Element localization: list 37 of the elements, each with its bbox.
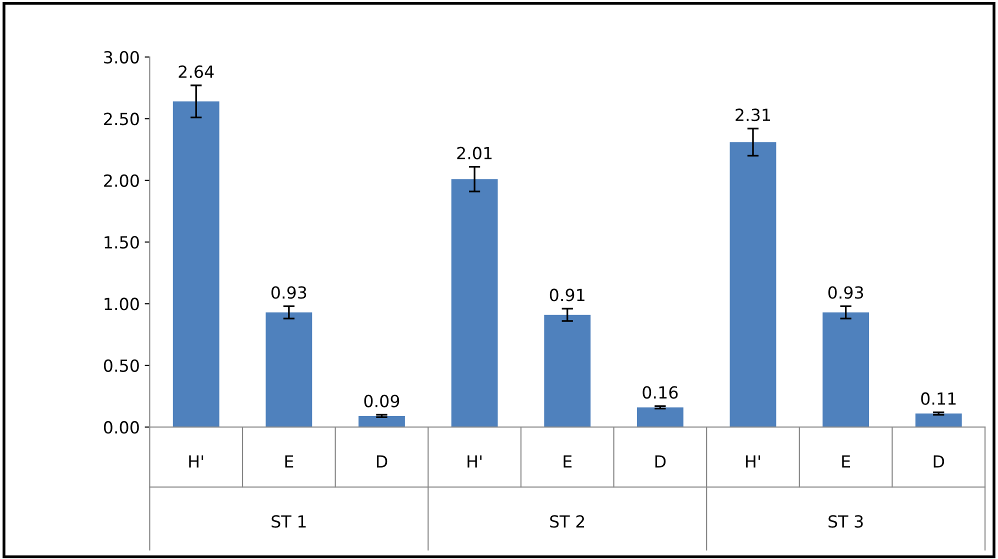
x-tick-label: H' — [746, 455, 760, 468]
data-label: 0.16 — [642, 386, 678, 399]
text: ST 2 — [550, 515, 584, 528]
x-tick-label: E — [564, 455, 572, 468]
bar — [636, 407, 684, 428]
y-tick-label: 1.50 — [104, 236, 139, 249]
x-tick-label: E — [842, 455, 850, 468]
x-tick-label: D — [934, 455, 944, 468]
data-label: 2.01 — [457, 146, 492, 160]
bar — [358, 416, 405, 428]
x-tick-label: D — [655, 455, 666, 468]
y-tick-label: 1.00 — [104, 298, 139, 310]
bar — [730, 142, 776, 428]
data-label: 0.11 — [921, 392, 956, 405]
x-tick-label: H' — [189, 455, 204, 468]
text: ST 3 — [828, 515, 863, 528]
y-tick-label: 0.50 — [104, 359, 139, 372]
bar — [915, 414, 962, 428]
bar — [172, 101, 220, 428]
y-tick-label: 3.00 — [104, 50, 139, 64]
bar — [451, 179, 498, 428]
y-tick-label: 2.50 — [104, 112, 139, 126]
y-tick-label: 2.00 — [104, 174, 139, 187]
data-label: 2.64 — [178, 65, 214, 78]
x-tick-label: H' — [468, 455, 482, 468]
data-label: 0.93 — [271, 286, 306, 299]
data-label: 0.09 — [364, 394, 400, 408]
bar — [822, 312, 870, 428]
data-label: 0.91 — [550, 288, 584, 302]
x-tick-label: D — [376, 455, 388, 468]
data-label: 0.93 — [828, 286, 864, 299]
bar — [544, 314, 591, 428]
text: ST 1 — [272, 515, 306, 528]
data-label: 2.31 — [736, 108, 770, 122]
bar — [266, 312, 312, 428]
y-tick-label: 0.00 — [104, 421, 139, 434]
x-tick-label: E — [285, 455, 294, 468]
